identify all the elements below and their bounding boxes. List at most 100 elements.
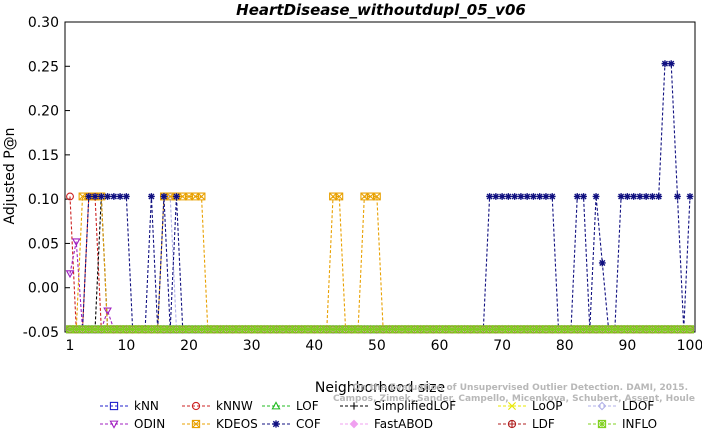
data-point [110, 193, 118, 200]
legend-label: ODIN [134, 417, 165, 431]
data-point [573, 193, 581, 200]
data-point [148, 193, 155, 200]
legend-item: INFLO [588, 417, 657, 431]
chart-title: HeartDisease_withoutdupl_05_v06 [236, 1, 526, 19]
legend-swatch-marker [109, 401, 119, 411]
legend-swatch-marker [350, 402, 358, 410]
data-point [122, 193, 130, 200]
data-point [655, 193, 663, 200]
legend-swatch-marker [271, 401, 281, 410]
y-tick-label: 0.20 [28, 104, 59, 120]
legend-swatch-marker [507, 419, 517, 429]
legend-item: LOF [262, 399, 319, 413]
legend-swatch-marker [109, 420, 119, 429]
data-point [636, 193, 644, 200]
legend-label: COF [296, 417, 321, 431]
x-tick-label: 40 [305, 338, 323, 354]
data-point [623, 193, 631, 200]
data-point [104, 193, 111, 200]
legend-label: LoOP [532, 399, 563, 413]
data-point [536, 193, 544, 200]
axis-ticks: -0.05 0.00 0.05 0.10 0.15 0.20 0.25 0.30 1 10 20 30… [23, 15, 702, 354]
data-point [686, 193, 694, 200]
y-tick-label: 0.00 [28, 281, 59, 297]
legend-swatch-marker [191, 419, 201, 429]
data-point [173, 193, 180, 200]
legend-item: LDOF [588, 399, 654, 413]
data-point [504, 193, 512, 200]
legend-swatch-marker [597, 401, 607, 411]
data-point [642, 193, 650, 200]
data-point [91, 193, 99, 200]
series-line [70, 63, 691, 330]
data-point [674, 193, 681, 200]
series-inflo [66, 325, 694, 334]
data-point [116, 193, 124, 200]
legend-label: kNNW [216, 399, 253, 413]
legend-label: LDOF [622, 399, 654, 413]
data-point [498, 193, 506, 200]
watermark-line-2: On the Evaluation of Unsupervised Outlie… [353, 383, 688, 393]
legend-label: KDEOS [216, 417, 258, 431]
data-point [530, 193, 537, 200]
legend-item: KDEOS [182, 417, 258, 431]
data-point [598, 259, 606, 267]
legend-item: kNN [100, 399, 159, 413]
x-tick-label: 90 [618, 338, 636, 354]
y-tick-label: 0.30 [28, 15, 59, 31]
legend-swatch-marker [191, 401, 201, 411]
legend-swatch-marker [349, 419, 359, 429]
x-tick-label: 20 [180, 338, 198, 354]
x-tick-label: 70 [493, 338, 511, 354]
data-point [97, 193, 105, 200]
legend-swatch-marker [597, 419, 607, 429]
data-point [103, 307, 112, 316]
x-tick-label: 10 [117, 338, 135, 354]
data-point [548, 193, 556, 200]
data-point [65, 270, 75, 279]
data-point [517, 193, 525, 200]
data-point [523, 193, 531, 200]
data-point [592, 193, 600, 200]
x-tick-label: 80 [556, 338, 574, 354]
legend-item: SimplifiedLOF [340, 399, 456, 413]
legend-label: LOF [296, 399, 319, 413]
watermark-line-1: Campos, Zimek, Sander, Campello, Micenko… [333, 394, 695, 404]
data-point [492, 193, 500, 200]
y-tick-label: -0.05 [23, 325, 59, 341]
data-point [197, 192, 206, 201]
series-layer [65, 60, 695, 334]
y-tick-label: 0.10 [28, 192, 59, 208]
data-point [667, 60, 675, 68]
data-point [649, 193, 656, 200]
data-point [85, 193, 93, 200]
data-point [511, 193, 519, 200]
y-tick-label: 0.25 [28, 59, 59, 75]
legend-item: FastABOD [340, 417, 433, 431]
legend-item: ODIN [100, 417, 165, 431]
data-point [686, 325, 694, 334]
legend-label: INFLO [622, 417, 657, 431]
x-axis-label: Neighborhood size [315, 380, 445, 396]
y-tick-label: 0.05 [28, 236, 59, 252]
data-point [160, 193, 168, 200]
data-point [66, 192, 74, 201]
legend-swatch-marker [508, 402, 516, 410]
data-point [617, 193, 625, 200]
y-tick-label: 0.15 [28, 148, 59, 164]
legend-label: FastABOD [374, 417, 433, 431]
legend-item: kNNW [182, 399, 253, 413]
data-point [335, 192, 344, 201]
legend-label: LDF [532, 417, 555, 431]
data-point [542, 193, 550, 200]
legend: kNN kNNW LOF SimplifiedLOF LoOP LDOF ODIN KDEOS… [100, 399, 657, 431]
x-tick-label: 60 [431, 338, 449, 354]
legend-swatch-marker [272, 420, 280, 428]
data-point [580, 193, 587, 200]
data-point [661, 60, 669, 68]
data-point [71, 238, 81, 247]
x-tick-label: 1 [66, 338, 75, 354]
x-tick-label: 100 [677, 338, 702, 354]
legend-item: COF [262, 417, 321, 431]
